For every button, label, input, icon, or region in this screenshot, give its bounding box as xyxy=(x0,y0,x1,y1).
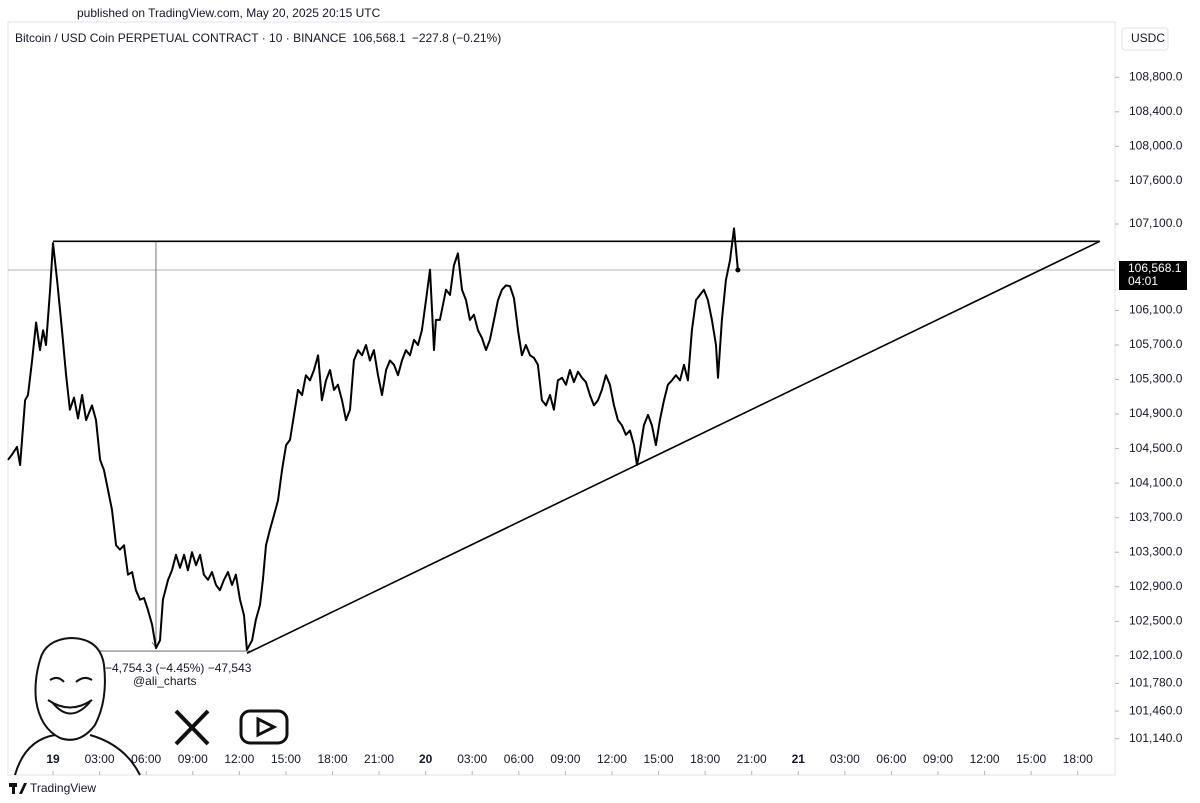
x-tick-label: 03:00 xyxy=(830,752,860,766)
x-tick-label: 15:00 xyxy=(271,752,301,766)
y-tick-label: 102,100.0 xyxy=(1129,648,1183,662)
currency-box xyxy=(1121,27,1169,51)
x-tick-label: 12:00 xyxy=(970,752,1000,766)
last-point xyxy=(735,267,741,273)
x-tick-label: 18:00 xyxy=(690,752,720,766)
x-tick-label: 09:00 xyxy=(550,752,580,766)
y-tick-label: 101,460.0 xyxy=(1129,703,1183,717)
x-tick-label: 21 xyxy=(792,752,806,766)
x-tick-label: 20 xyxy=(419,752,433,766)
x-tick-label: 21:00 xyxy=(737,752,767,766)
watermark: @ali_charts xyxy=(133,674,197,688)
y-tick-label: 107,600.0 xyxy=(1129,173,1183,187)
last-price-box xyxy=(1119,260,1187,290)
y-tick-label: 101,140.0 xyxy=(1129,731,1183,745)
y-tick-label: 105,700.0 xyxy=(1129,337,1183,351)
published-note: published on TradingView.com, May 20, 20… xyxy=(77,6,381,20)
x-tick-label: 15:00 xyxy=(644,752,674,766)
symbol: Bitcoin / USD Coin PERPETUAL CONTRACT · … xyxy=(15,31,346,45)
y-tick-label: 104,100.0 xyxy=(1129,475,1183,489)
x-tick-label: 21:00 xyxy=(364,752,394,766)
x-tick-label: 12:00 xyxy=(597,752,627,766)
symbol-line: Bitcoin / USD Coin PERPETUAL CONTRACT · … xyxy=(15,31,501,45)
x-tick-label: 09:00 xyxy=(923,752,953,766)
avatar xyxy=(14,636,141,776)
measure-label: −4,754.3 (−4.45%) −47,543 xyxy=(105,661,252,675)
y-tick-label: 103,700.0 xyxy=(1129,510,1183,524)
x-tick-label: 03:00 xyxy=(85,752,115,766)
y-tick-label: 103,300.0 xyxy=(1129,544,1183,558)
change: −227.8 (−0.21%) xyxy=(412,31,501,45)
countdown: 04:01 xyxy=(1128,274,1158,288)
currency: USDC xyxy=(1131,31,1165,45)
x-tick-label: 19 xyxy=(46,752,60,766)
x-tick-label: 15:00 xyxy=(1016,752,1046,766)
x-tick-label: 12:00 xyxy=(224,752,254,766)
x-tick-label: 06:00 xyxy=(131,752,161,766)
y-tick-label: 104,500.0 xyxy=(1129,441,1183,455)
x-tick-label: 18:00 xyxy=(317,752,347,766)
price: 106,568.1 xyxy=(352,31,406,45)
x-tick-label: 03:00 xyxy=(457,752,487,766)
price-line xyxy=(7,227,739,651)
y-tick-label: 102,500.0 xyxy=(1129,613,1183,627)
y-tick-label: 105,300.0 xyxy=(1129,372,1183,386)
y-tick-label: 107,100.0 xyxy=(1129,216,1183,230)
x-icon xyxy=(174,709,210,746)
youtube-icon xyxy=(239,709,289,745)
x-tick-label: 06:00 xyxy=(876,752,906,766)
y-tick-label: 104,900.0 xyxy=(1129,406,1183,420)
y-tick-label: 101,780.0 xyxy=(1129,676,1183,690)
trend-line xyxy=(246,240,1101,654)
chart-layer: 108,800.0 108,400.0 108,000.0 107,600.0 107,… xyxy=(7,69,1187,775)
y-tick-label: 108,400.0 xyxy=(1129,104,1183,118)
tv-logo xyxy=(9,783,27,794)
y-tick-label: 108,800.0 xyxy=(1129,69,1183,83)
y-tick-label: 108,000.0 xyxy=(1129,139,1183,153)
x-tick-label: 09:00 xyxy=(178,752,208,766)
y-tick-label: 102,900.0 xyxy=(1129,579,1183,593)
y-tick-label: 106,100.0 xyxy=(1129,303,1183,317)
x-tick-label: 06:00 xyxy=(504,752,534,766)
footer-brand: TradingView xyxy=(30,781,96,795)
x-tick-label: 18:00 xyxy=(1063,752,1093,766)
last-price-label: 106,568.1 xyxy=(1128,261,1182,275)
